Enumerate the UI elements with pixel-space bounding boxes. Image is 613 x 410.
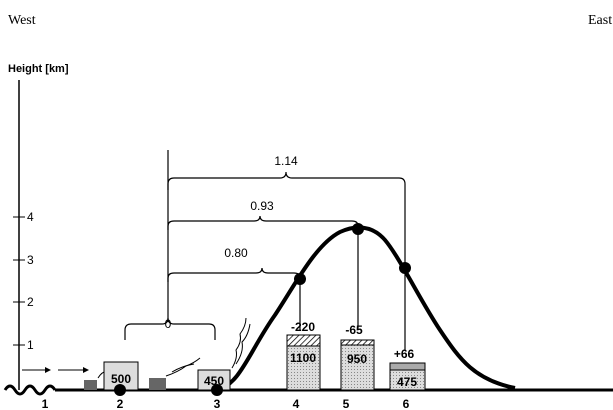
source (149, 378, 166, 390)
station-dot (114, 384, 126, 396)
tick-label: 1 (27, 338, 34, 352)
station-dot (399, 262, 411, 274)
box-change-label: -220 (291, 320, 315, 334)
station-label: 2 (117, 397, 124, 410)
page: {"labels": {"west": "West", "east": "Eas… (0, 0, 613, 410)
station-label: 3 (214, 397, 221, 410)
diagram: West East Height [km] 1 2 3 4 500 450 11… (0, 0, 613, 410)
box-value: 500 (111, 372, 131, 386)
east-label: East (588, 13, 612, 28)
bracket-label: 0 (165, 317, 172, 331)
tick-label: 2 (27, 295, 34, 309)
box-value: 1100 (290, 351, 316, 365)
station-dot (211, 384, 223, 396)
y-axis-label: Height [km] (8, 63, 69, 75)
plume (166, 358, 200, 376)
station-dot (352, 223, 364, 235)
box-change (287, 335, 320, 346)
box-change-label: -65 (345, 323, 363, 337)
box-value: 950 (347, 352, 367, 366)
bracket-label: 0.93 (250, 199, 274, 213)
box-change (341, 340, 374, 345)
station-dot (294, 273, 306, 285)
station-label: 5 (343, 397, 350, 410)
station-label: 1 (42, 397, 49, 410)
bracket-label: 0.80 (224, 246, 248, 260)
station-label: 4 (293, 397, 300, 410)
west-label: West (8, 13, 36, 28)
box-change (390, 363, 425, 370)
bracket (168, 216, 358, 230)
tick-label: 4 (27, 210, 34, 224)
bracket (168, 268, 300, 282)
source (84, 380, 97, 390)
station-label: 6 (403, 397, 410, 410)
bracket (168, 172, 405, 190)
bracket-label: 1.14 (274, 154, 298, 168)
sea (5, 386, 55, 394)
box-change-label: +66 (394, 347, 415, 361)
tick-label: 3 (27, 253, 34, 267)
box-value: 475 (397, 375, 417, 389)
